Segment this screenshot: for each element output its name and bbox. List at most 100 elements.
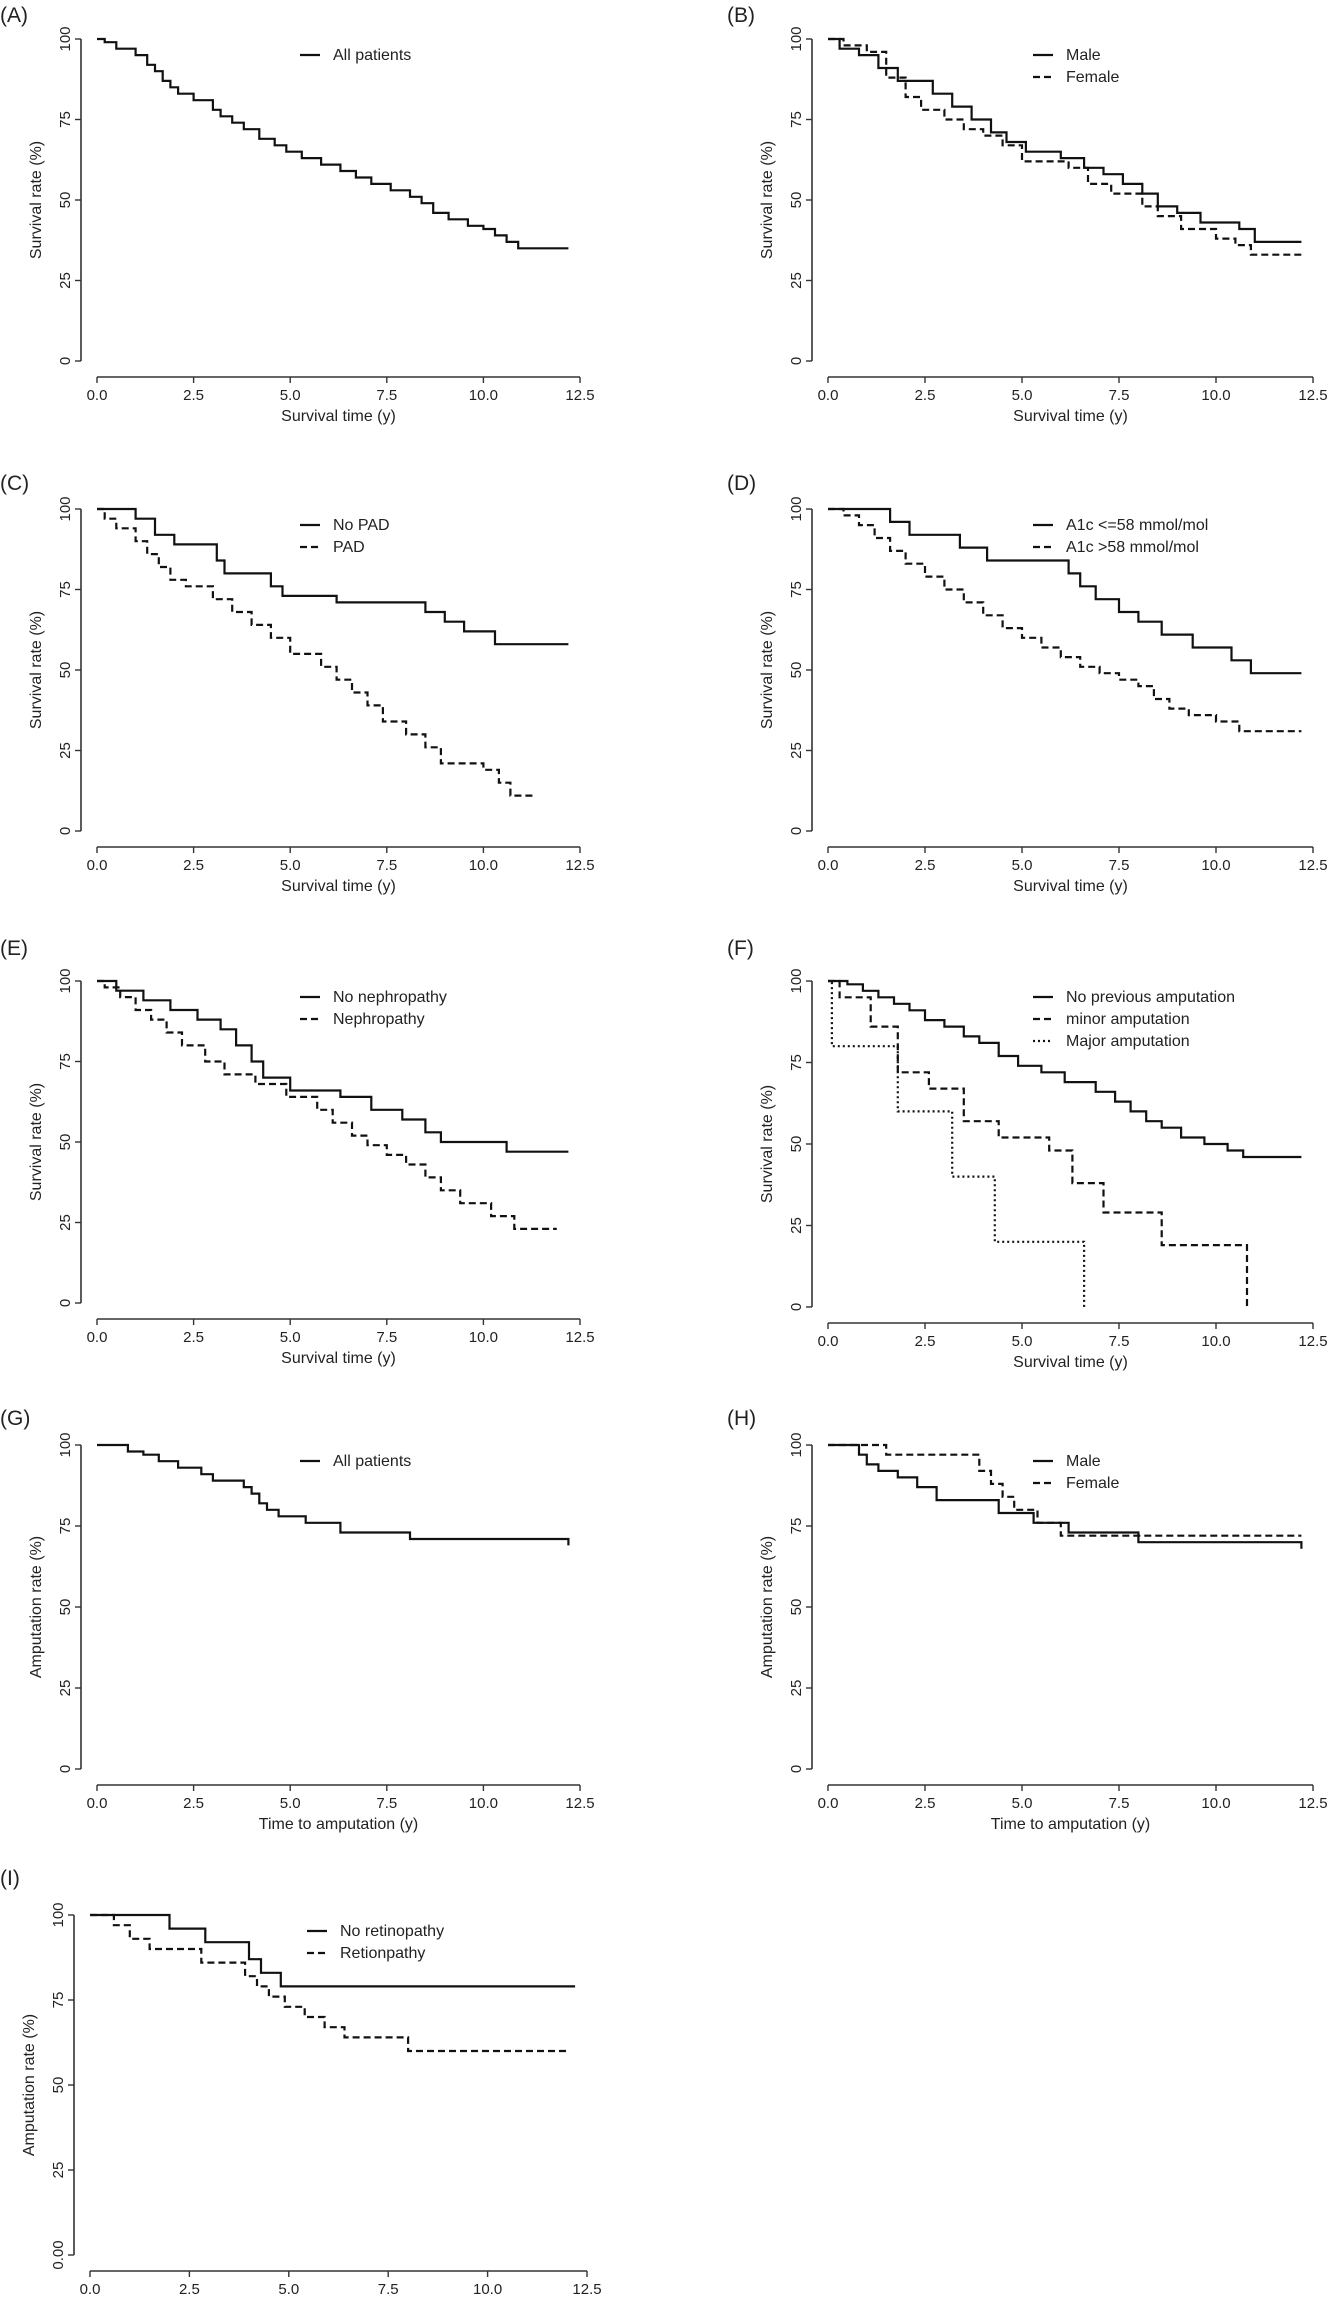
chart-c-y-tick-label: 50 (57, 662, 74, 679)
chart-b-x-tick-label: 2.5 (915, 387, 936, 404)
chart-i-x-tick-label: 2.5 (179, 2281, 200, 2298)
chart-g-y-tick-label: 50 (57, 1599, 74, 1616)
chart-c-series-1-line (97, 507, 534, 797)
chart-c-legend-label: PAD (333, 539, 365, 556)
chart-h-x-tick-label: 2.5 (915, 1795, 936, 1812)
chart-h-series-1-line (828, 1443, 1302, 1537)
chart-b-y-label: Survival rate (%) (759, 141, 776, 259)
chart-b-x-tick-label: 5.0 (1012, 387, 1033, 404)
chart-i-x-tick-label: 5.0 (278, 2281, 299, 2298)
chart-b-x-tick-label: 12.5 (1298, 387, 1327, 404)
chart-e-y-tick-label: 75 (57, 1053, 74, 1070)
chart-f-legend: No previous amputation minor amputation Ma… (1033, 989, 1235, 1050)
chart-f-x-tick-label: 12.5 (1298, 1333, 1327, 1350)
chart-g-y-label: Amputation rate (%) (28, 1536, 45, 1678)
chart-a-x-tick-label: 5.0 (280, 387, 301, 404)
chart-f-legend-label: No previous amputation (1066, 989, 1235, 1006)
chart-g-x-tick-label: 5.0 (280, 1795, 301, 1812)
chart-i-x-tick-label: 0.0 (80, 2281, 101, 2298)
chart-d-x-tick-label: 0.0 (818, 857, 839, 874)
chart-e-y-tick-label: 0 (57, 1299, 74, 1307)
chart-g-x-label: Time to amputation (y) (259, 1816, 418, 1833)
chart-h-y-tick-label: 0 (788, 1765, 805, 1773)
chart-g-x-tick-label: 10.0 (469, 1795, 498, 1812)
chart-a-y-tick-label: 100 (57, 26, 74, 51)
chart-b-x-tick-label: 0.0 (818, 387, 839, 404)
chart-c-x-tick-label: 2.5 (183, 857, 204, 874)
panel-d-label: (D) (727, 472, 757, 495)
chart-d-x-tick-label: 5.0 (1012, 857, 1033, 874)
chart-e-x-tick-label: 2.5 (183, 1329, 204, 1346)
chart-e-y-tick-label: 25 (57, 1214, 74, 1231)
chart-c-y-tick-label: 25 (57, 742, 74, 759)
chart-f-x-tick-label: 10.0 (1201, 1333, 1230, 1350)
chart-g-x-tick-label: 2.5 (183, 1795, 204, 1812)
chart-c-x-tick-label: 10.0 (469, 857, 498, 874)
chart-h-x-tick-label: 12.5 (1298, 1795, 1327, 1812)
chart-e-y-tick-label: 50 (57, 1134, 74, 1151)
chart-f-legend-label: minor amputation (1066, 1011, 1190, 1028)
chart-i-y-label: Amputation rate (%) (21, 2014, 38, 2156)
chart-c-y-tick-label: 0 (57, 827, 74, 835)
chart-a-legend: All patients (300, 47, 411, 64)
chart-f-series-2-line (828, 979, 1086, 1307)
chart-a-y-tick-label: 75 (57, 111, 74, 128)
chart-f-y-tick-label: 75 (788, 1054, 805, 1071)
chart-a-x-tick-label: 0.0 (87, 387, 108, 404)
chart-c-x-tick-label: 7.5 (376, 857, 397, 874)
chart-i-legend: No retinopathy Retionpathy (307, 1923, 444, 1962)
chart-b-series-0-line (828, 37, 1302, 243)
chart-a-y-tick-label: 50 (57, 192, 74, 209)
chart-h-legend-label: Male (1066, 1453, 1101, 1470)
chart-c-y-tick-label: 100 (57, 496, 74, 521)
chart-g-x-tick-label: 12.5 (565, 1795, 594, 1812)
chart-d-x-tick-label: 2.5 (915, 857, 936, 874)
panel-b-label: (B) (727, 4, 755, 27)
chart-f-y-tick-label: 0 (788, 1303, 805, 1311)
chart-e-legend-label: Nephropathy (333, 1011, 425, 1028)
chart-i-legend-label: No retinopathy (340, 1923, 444, 1940)
chart-a-legend-label: All patients (333, 47, 411, 64)
chart-i-y-tick-label: 25 (50, 2162, 67, 2179)
chart-c-y-label: Survival rate (%) (28, 611, 45, 729)
panel-h-label: (H) (727, 1407, 757, 1430)
chart-i-y-tick-label: 100 (50, 1902, 67, 1927)
chart-b-y-tick-label: 100 (788, 26, 805, 51)
chart-b-x-label: Survival time (y) (1013, 408, 1128, 425)
chart-g-series-0-line (97, 1443, 570, 1546)
panel-i-label: (I) (0, 1867, 20, 1890)
chart-e-x-tick-label: 12.5 (565, 1329, 594, 1346)
chart-d-y-tick-label: 0 (788, 827, 805, 835)
chart-d-x-tick-label: 12.5 (1298, 857, 1327, 874)
chart-g-y-tick-label: 0 (57, 1765, 74, 1773)
chart-e-x-tick-label: 10.0 (469, 1329, 498, 1346)
chart-h-x-tick-label: 5.0 (1012, 1795, 1033, 1812)
chart-h-y-tick-label: 50 (788, 1599, 805, 1616)
chart-f-x-tick-label: 2.5 (915, 1333, 936, 1350)
chart-f-x-label: Survival time (y) (1013, 1354, 1128, 1371)
chart-b-legend-label: Male (1066, 47, 1101, 64)
panel-f-label: (F) (727, 937, 754, 960)
chart-h-legend: Male Female (1033, 1453, 1119, 1492)
chart-e-series-1-line (97, 979, 557, 1230)
chart-h-x-tick-label: 7.5 (1109, 1795, 1130, 1812)
chart-a-x-tick-label: 2.5 (183, 387, 204, 404)
chart-e-y-tick-label: 100 (57, 968, 74, 993)
chart-h-x-label: Time to amputation (y) (991, 1816, 1150, 1833)
chart-h-y-tick-label: 75 (788, 1518, 805, 1535)
chart-i-y-tick-label: 0.00 (50, 2240, 67, 2269)
chart-i-x-tick-label: 12.5 (572, 2281, 601, 2298)
chart-e-legend-label: No nephropathy (333, 989, 447, 1006)
chart-b-y-tick-label: 50 (788, 192, 805, 209)
chart-g-y-tick-label: 100 (57, 1432, 74, 1457)
chart-b-x-tick-label: 7.5 (1109, 387, 1130, 404)
chart-g-legend-label: All patients (333, 1453, 411, 1470)
chart-b-legend-label: Female (1066, 69, 1119, 86)
chart-g-x-tick-label: 7.5 (376, 1795, 397, 1812)
